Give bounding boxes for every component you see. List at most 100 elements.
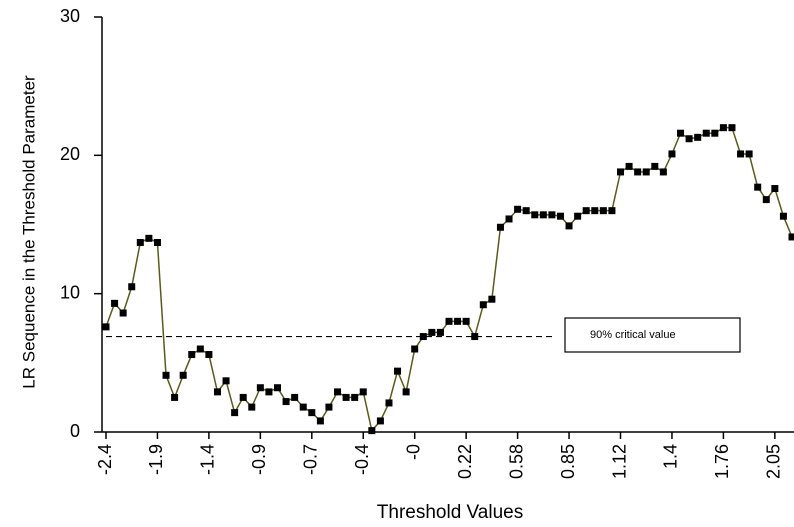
data-point <box>634 168 642 176</box>
data-point <box>299 403 307 411</box>
data-point <box>454 317 462 325</box>
x-tick-label: -0.7 <box>301 444 321 475</box>
x-tick-label: 0.58 <box>506 444 526 479</box>
data-point <box>539 211 547 219</box>
data-point <box>479 301 487 309</box>
data-point <box>394 367 402 375</box>
data-point <box>162 371 170 379</box>
data-point <box>256 384 264 392</box>
data-point <box>265 388 273 396</box>
data-point <box>376 417 384 425</box>
data-point <box>668 150 676 158</box>
data-point <box>274 384 281 392</box>
data-point <box>556 212 564 220</box>
data-point <box>522 207 530 215</box>
data-point <box>188 351 196 359</box>
data-point <box>762 196 770 204</box>
data-point <box>308 409 316 417</box>
data-point <box>291 393 299 401</box>
data-point <box>719 124 727 132</box>
data-point <box>505 215 513 223</box>
data-point <box>196 345 204 353</box>
data-point <box>248 403 256 411</box>
x-tick-label: -1.9 <box>146 444 166 475</box>
data-point <box>496 223 504 231</box>
data-point <box>677 129 685 137</box>
data-point <box>359 388 367 396</box>
y-tick-label: 30 <box>60 6 80 26</box>
data-point <box>445 317 453 325</box>
data-point <box>548 211 556 219</box>
data-point <box>136 238 144 246</box>
data-point <box>574 212 582 220</box>
x-tick-label: -0.4 <box>352 444 372 475</box>
data-point <box>402 388 410 396</box>
data-point <box>531 211 539 219</box>
annotation-text: 90% critical value <box>590 329 676 341</box>
data-point <box>625 162 633 170</box>
data-point <box>111 299 119 307</box>
data-point <box>599 207 607 215</box>
data-point <box>514 205 522 213</box>
y-axis-title: LR Sequence in the Threshold Parameter <box>19 75 38 389</box>
x-tick-label: 1.76 <box>712 444 732 479</box>
data-point <box>428 328 436 336</box>
x-tick-label: 2.05 <box>764 444 784 479</box>
data-point <box>754 183 762 191</box>
data-point <box>745 150 753 158</box>
data-point <box>325 403 333 411</box>
data-point <box>316 417 324 425</box>
data-point <box>351 393 359 401</box>
data-point <box>779 212 787 220</box>
x-tick-label: 0.22 <box>455 444 475 479</box>
data-point <box>651 162 659 170</box>
data-point <box>737 150 745 158</box>
data-point <box>419 333 427 341</box>
y-tick-label: 0 <box>70 421 80 441</box>
annotation-box <box>564 317 741 353</box>
data-point <box>205 351 213 359</box>
data-point <box>334 388 342 396</box>
data-point <box>608 207 616 215</box>
x-tick-label: -1.4 <box>198 444 218 475</box>
data-point <box>565 222 573 230</box>
data-point <box>171 393 179 401</box>
data-point <box>694 133 702 141</box>
data-point <box>153 238 161 246</box>
data-point <box>642 168 650 176</box>
data-point <box>282 398 290 406</box>
x-tick-label: -0 <box>403 444 423 460</box>
data-point <box>617 168 624 176</box>
data-line <box>105 126 793 433</box>
data-point <box>728 124 736 132</box>
data-point <box>385 399 393 407</box>
data-point <box>179 371 187 379</box>
x-tick-label: 0.85 <box>558 444 578 479</box>
data-point <box>659 168 667 176</box>
x-tick-label: 1.4 <box>661 444 681 469</box>
data-point <box>213 388 221 396</box>
data-point <box>471 333 479 341</box>
y-tick-label: 20 <box>60 144 80 164</box>
data-point <box>102 323 110 331</box>
data-point <box>711 129 719 137</box>
data-point <box>411 345 419 353</box>
data-point <box>436 328 444 336</box>
y-tick-label: 10 <box>60 282 80 302</box>
data-point <box>788 233 794 241</box>
data-point <box>119 309 127 317</box>
data-point <box>488 295 496 303</box>
data-point <box>462 317 470 325</box>
data-point <box>591 207 599 215</box>
data-point <box>771 185 779 193</box>
x-tick-label: -0.9 <box>249 444 269 475</box>
data-point <box>222 377 230 385</box>
data-point <box>145 234 153 242</box>
data-point <box>342 393 350 401</box>
x-tick-label: -2.4 <box>95 444 115 475</box>
data-point <box>231 409 239 417</box>
data-point <box>128 283 136 291</box>
x-tick-label: 1.12 <box>609 444 629 479</box>
